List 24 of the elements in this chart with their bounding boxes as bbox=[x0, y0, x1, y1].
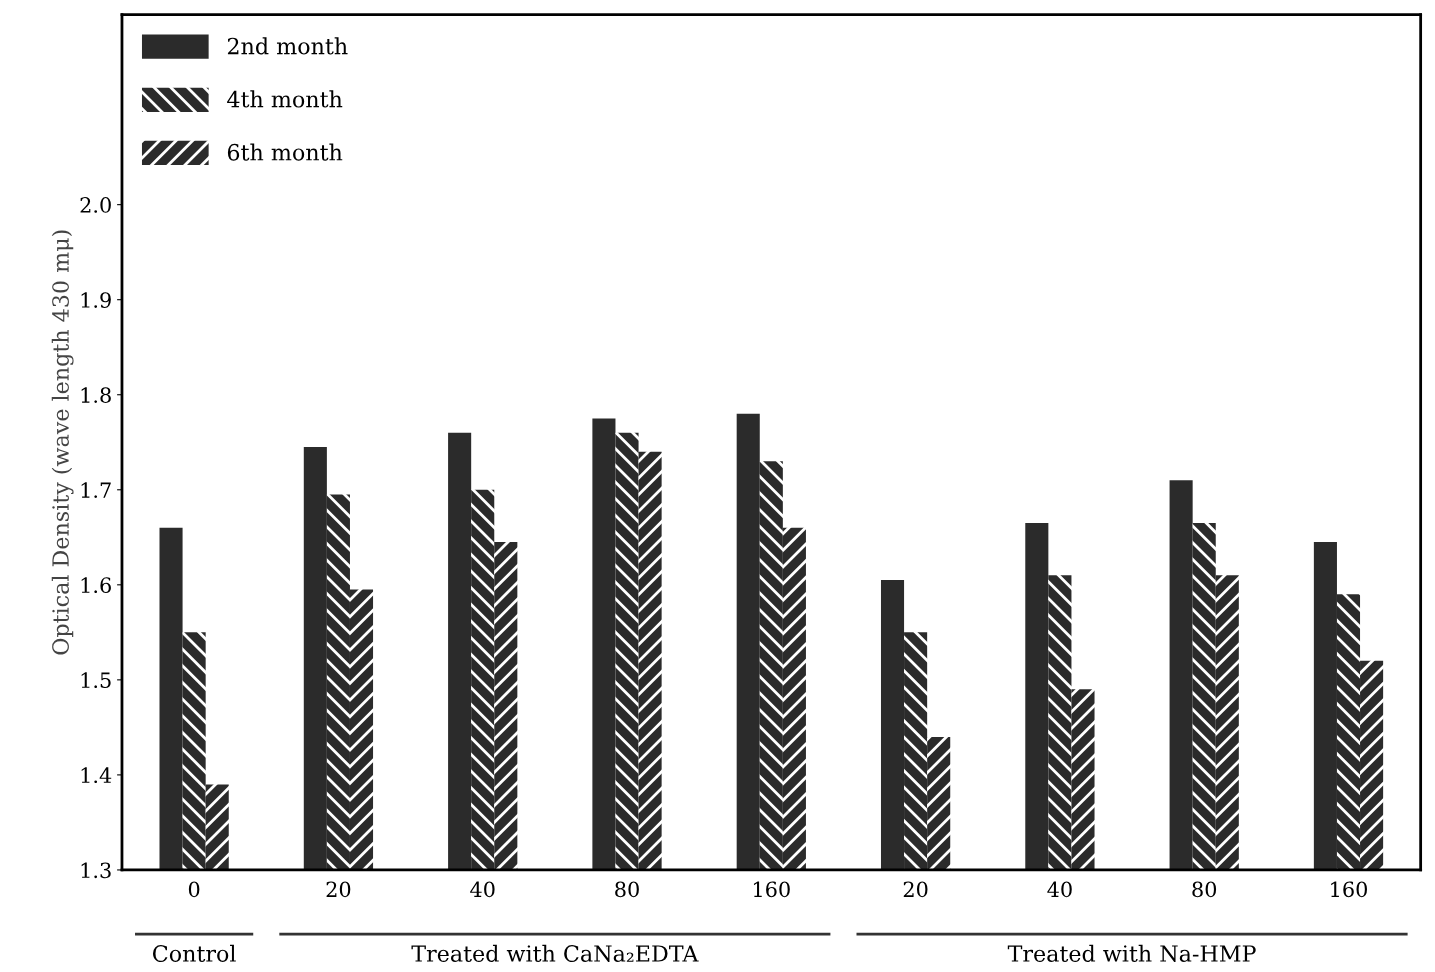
y-axis-title: Optical Density (wave length 430 mμ) bbox=[51, 230, 74, 655]
legend-label: 4th month bbox=[227, 90, 343, 108]
text: Treated with Na-HMP bbox=[1007, 944, 1256, 962]
y-tick-label: 1.5 bbox=[81, 672, 111, 689]
legend-label: 6th month bbox=[227, 143, 343, 161]
y-tick-label: 1.3 bbox=[81, 862, 111, 879]
text: Treated with CaNa₂EDTA bbox=[411, 944, 699, 962]
x-tick-label: 80 bbox=[615, 881, 639, 898]
y-tick-label: 1.4 bbox=[81, 767, 112, 784]
y-tick-label: 2.0 bbox=[80, 197, 111, 213]
x-tick-label: 0 bbox=[188, 881, 200, 898]
x-tick-label: 40 bbox=[470, 881, 495, 898]
x-tick-label: 40 bbox=[1047, 881, 1072, 898]
x-tick-label: 80 bbox=[1192, 881, 1217, 898]
text: Control bbox=[153, 944, 236, 962]
y-tick-label: 1.6 bbox=[81, 577, 111, 594]
legend-label: 2nd month bbox=[227, 37, 348, 55]
y-tick-label: 1.9 bbox=[81, 292, 111, 308]
x-tick-label: 20 bbox=[903, 881, 928, 898]
y-tick-label: 1.8 bbox=[81, 387, 111, 403]
x-tick-label: 160 bbox=[753, 881, 790, 898]
x-tick-label: 20 bbox=[326, 881, 351, 898]
y-tick-label: 1.7 bbox=[81, 482, 111, 498]
x-tick-label: 160 bbox=[1331, 881, 1367, 898]
